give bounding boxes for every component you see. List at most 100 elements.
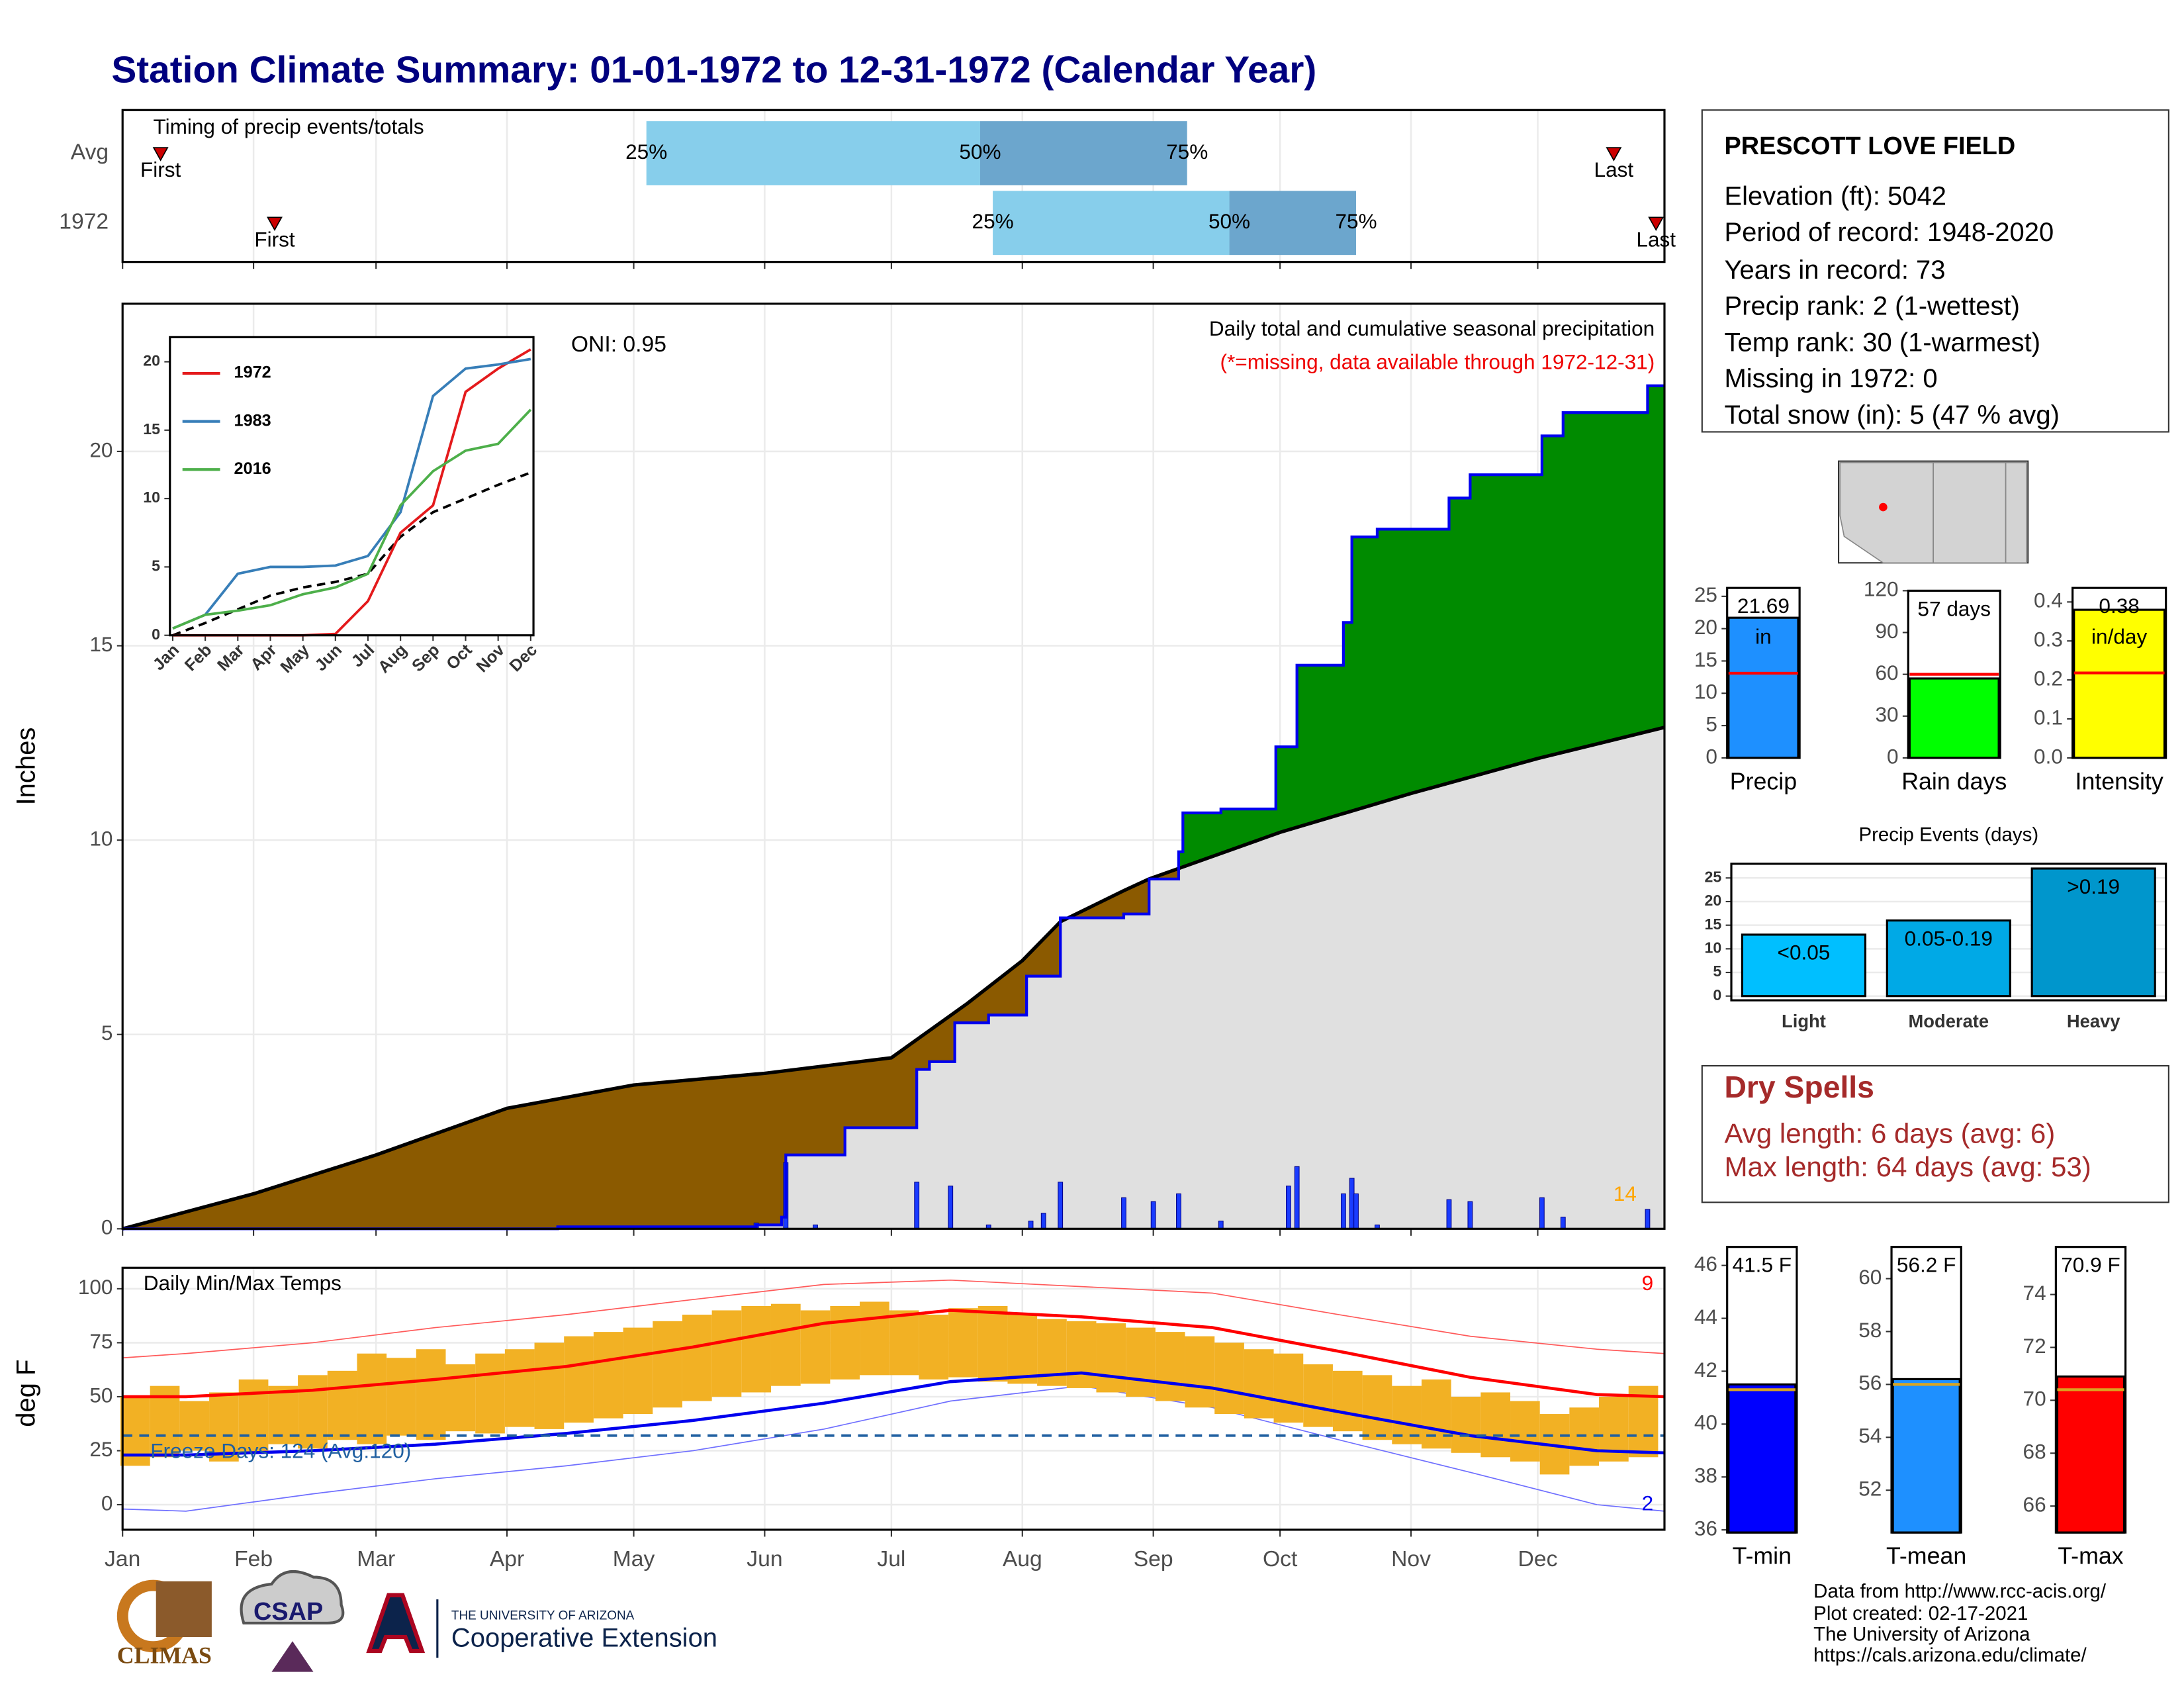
y-tick-label: 25 (1705, 868, 1722, 885)
daily-precip-bar (1294, 1166, 1300, 1229)
station-line: Years in record: 73 (1724, 256, 1945, 285)
daily-precip-bar (1150, 1201, 1156, 1229)
daily-range-bar (504, 1349, 535, 1427)
x-tick-label: Jul (877, 1547, 905, 1571)
station-line: Precip rank: 2 (1-wettest) (1724, 292, 2019, 321)
panel-frame (1726, 1246, 1798, 1534)
x-tick-label: Jun (747, 1547, 782, 1571)
daily-range-bar (770, 1303, 801, 1386)
y-tick-label: 15 (143, 420, 160, 438)
daily-precip-bar (1539, 1197, 1545, 1229)
panel-heading: Daily total and cumulative seasonal prec… (1209, 316, 1655, 340)
y-tick-label: 20 (1705, 892, 1722, 909)
x-tick-label: Apr (490, 1547, 524, 1571)
low-count: 2 (1642, 1491, 1654, 1515)
x-tick-label: Oct (1263, 1547, 1298, 1571)
average-line (172, 471, 531, 637)
bar (2030, 867, 2156, 998)
y-tick-label: 46 (1694, 1252, 1717, 1276)
value-label: 0.38 in/day (2091, 594, 2148, 649)
daily-range-bar (593, 1332, 623, 1419)
panel-frame (1890, 1246, 1962, 1534)
y-tick-label: 70 (2023, 1387, 2046, 1411)
dry-spells-box (1701, 1065, 2169, 1203)
csap-mountain (271, 1641, 314, 1672)
station-name: PRESCOTT LOVE FIELD (1724, 132, 2015, 160)
y-tick-label: 5 (1706, 712, 1717, 735)
y-tick-label: 42 (1694, 1358, 1717, 1382)
value-label-box: 21.69 in (1737, 595, 1790, 649)
daily-range-bar (1007, 1315, 1038, 1384)
y-tick-label: 0.2 (2034, 666, 2063, 690)
y-tick-label: 44 (1694, 1305, 1717, 1329)
y-tick-label: 50 (89, 1383, 113, 1407)
dry-spells-line: Avg length: 6 days (avg: 6) (1724, 1117, 2055, 1149)
y-tick-label: 10 (143, 489, 160, 506)
value-label-box: 56.2 F (1896, 1254, 1956, 1278)
station-line: Elevation (ft): 5042 (1724, 181, 1946, 211)
event-marker (267, 216, 283, 232)
x-tick-label: Sep (1134, 1547, 1173, 1571)
y-tick-label: 0.3 (2034, 628, 2063, 651)
panel-frame (1730, 863, 2167, 1002)
y-tick-label: 20 (143, 352, 160, 369)
value-label: 56.2 F (1896, 1254, 1956, 1278)
daily-precip-bar (1058, 1182, 1064, 1229)
value-label-box: 57 days (1917, 598, 1991, 622)
bar (1727, 616, 1799, 759)
quartile-label: 50% (959, 140, 1001, 164)
map-state (2005, 461, 2028, 564)
y-tick-label: 74 (2023, 1281, 2046, 1305)
value-label: 70.9 F (2061, 1254, 2120, 1278)
station-line: Temp rank: 30 (1-warmest) (1724, 328, 2040, 357)
record-max-line (122, 1279, 1665, 1359)
daily-precip-bar (1560, 1217, 1566, 1229)
daily-range-bar (209, 1392, 239, 1462)
daily-range-bar (416, 1349, 446, 1440)
y-tick-label: 36 (1694, 1516, 1717, 1540)
daily-precip-bar (1040, 1213, 1046, 1229)
quartile-label: 25% (625, 140, 667, 164)
daily-range-bar (741, 1305, 771, 1393)
y-tick-label: 90 (1875, 619, 1898, 643)
x-tick-label: Dec (1518, 1547, 1558, 1571)
y-tick-label: 0 (1887, 744, 1899, 768)
x-tick-label: Heavy (2067, 1011, 2120, 1031)
freeze-text: Freeze Days: 124 (Avg:120) (150, 1438, 411, 1462)
value-label-box: 0.38 in/day (2091, 594, 2148, 649)
bar (1727, 1383, 1797, 1534)
y-tick-label: 30 (1875, 702, 1898, 726)
x-tick-label: Light (1782, 1011, 1826, 1031)
y-tick-label: 15 (1694, 647, 1717, 671)
y-tick-label: 100 (78, 1275, 113, 1299)
daily-range-bar (387, 1358, 416, 1436)
location-map (1838, 460, 2029, 564)
y-tick-label: 68 (2023, 1440, 2046, 1464)
daily-range-bar (1244, 1349, 1274, 1419)
y-tick-label: 52 (1858, 1477, 1882, 1501)
map-state (1933, 461, 2007, 564)
daily-range-bar (1303, 1364, 1333, 1427)
y-tick-label: 56 (1858, 1371, 1882, 1395)
quartile-bar (1229, 191, 1357, 256)
panel-frame (2071, 586, 2167, 759)
y-tick-label: 72 (2023, 1334, 2046, 1358)
y-tick-label: 10 (1694, 680, 1717, 704)
record-min-line (122, 1385, 1665, 1512)
panel-frame (1726, 586, 1801, 759)
legend-label: 1983 (234, 411, 271, 430)
value-label: <0.05 (1778, 941, 1831, 964)
daily-range-bar (1096, 1323, 1126, 1393)
panel-frame (1907, 589, 2001, 759)
daily-precip-bar (1121, 1197, 1126, 1229)
y-tick-label: 15 (89, 632, 113, 656)
panel-title: Timing of precip events/totals (154, 115, 424, 138)
event-marker (1648, 216, 1664, 232)
y-tick-label: 0 (101, 1491, 113, 1515)
daily-range-bar (445, 1364, 476, 1432)
y-tick-label: 0 (1713, 986, 1721, 1004)
daily-range-bar (1066, 1321, 1097, 1388)
panel-frame (121, 303, 1666, 1230)
bar (1741, 933, 1867, 998)
